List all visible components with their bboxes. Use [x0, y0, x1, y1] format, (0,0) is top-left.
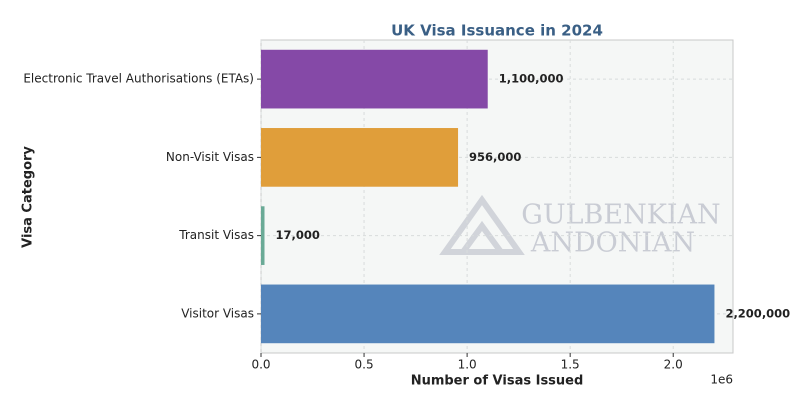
x-tick-label: 0.5	[355, 358, 374, 372]
x-tick-label: 1.5	[561, 358, 580, 372]
x-offset-label: 1e6	[710, 373, 733, 387]
value-label: 956,000	[469, 150, 521, 164]
chart-title: UK Visa Issuance in 2024	[391, 22, 603, 40]
value-label: 2,200,000	[725, 306, 790, 320]
x-tick-label: 2.0	[664, 358, 683, 372]
watermark-logo	[439, 194, 525, 255]
y-tick-label: Visitor Visas	[181, 306, 254, 320]
y-tick-label: Electronic Travel Authorisations (ETAs)	[23, 72, 254, 86]
bar	[261, 49, 488, 109]
x-tick-label: 0.0	[251, 358, 270, 372]
x-tick-label: 1.0	[458, 358, 477, 372]
value-label: 1,100,000	[499, 72, 564, 86]
watermark-text: GULBENKIAN	[521, 200, 720, 231]
y-tick-label: Non-Visit Visas	[166, 150, 254, 164]
bar	[261, 128, 459, 187]
y-axis-label: Visa Category	[21, 146, 36, 248]
x-axis-label: Number of Visas Issued	[411, 374, 584, 389]
watermark-text: ANDONIAN	[530, 228, 695, 259]
bar	[261, 284, 715, 344]
value-label: 17,000	[276, 228, 320, 242]
bar	[261, 206, 265, 265]
y-tick-label: Transit Visas	[178, 228, 254, 242]
